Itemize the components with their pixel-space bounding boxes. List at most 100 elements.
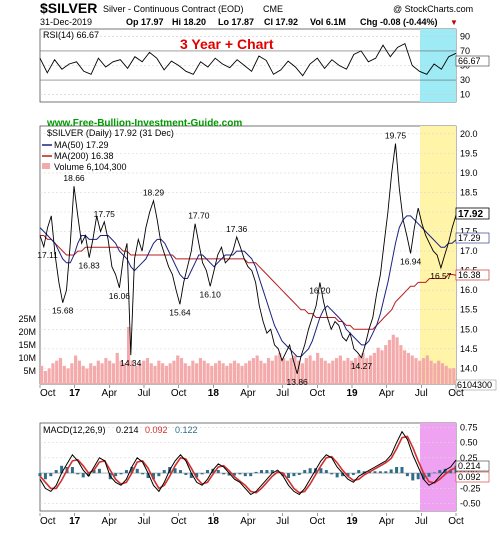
volume-bar xyxy=(157,360,161,384)
volume-bar xyxy=(293,355,297,384)
ma50-last-box xyxy=(455,232,490,244)
macd-last-box xyxy=(455,460,490,472)
volume-bar xyxy=(248,360,252,384)
volume-bar xyxy=(289,358,293,384)
macd-histogram-bar xyxy=(449,470,453,474)
volume-bar xyxy=(100,363,104,384)
macd-histogram-bar xyxy=(222,473,226,475)
macd-histogram-bar xyxy=(38,473,42,477)
volume-bar xyxy=(96,360,100,384)
volume-bar xyxy=(40,365,44,384)
x-tick-label: Jul xyxy=(276,516,289,527)
price-annotation: 15.68 xyxy=(52,306,74,316)
ma50-last-value: 17.29 xyxy=(458,233,481,243)
volume-tick-label: 15M xyxy=(18,340,36,350)
volume-legend-swatch xyxy=(42,163,50,169)
price-tick-label: 20.0 xyxy=(460,129,478,139)
macd-histogram-bar xyxy=(205,470,209,474)
volume-bar xyxy=(168,363,172,384)
macd-histogram-bar xyxy=(54,470,58,474)
macd-tick-label: -0.25 xyxy=(460,483,481,493)
volume-bar xyxy=(145,358,150,384)
macd-histogram-bar xyxy=(297,473,301,475)
macd-histogram-bar xyxy=(324,470,328,474)
volume-bar xyxy=(380,350,384,384)
macd-histogram-bar xyxy=(335,473,339,478)
macd-legend-value: 0.214 xyxy=(116,425,139,435)
macd-histogram-bar xyxy=(124,470,128,474)
volume-bar xyxy=(244,363,248,384)
macd-histogram-bar xyxy=(341,473,345,477)
ma200-legend: MA(200) 16.38 xyxy=(54,151,114,161)
price-annotation: 15.64 xyxy=(169,307,191,317)
macd-histogram-bar xyxy=(87,473,91,477)
volume-bar xyxy=(179,358,184,384)
price-highlight xyxy=(420,126,456,384)
macd-histogram-bar xyxy=(422,473,426,480)
volume-bar xyxy=(327,363,331,384)
macd-tick-label: 0.50 xyxy=(460,438,478,448)
macd-histogram-bar xyxy=(400,467,404,474)
price-annotation: 14.27 xyxy=(351,361,373,371)
volume-bar xyxy=(414,358,418,384)
macd-histogram-bar xyxy=(378,471,382,474)
price-annotations: 17.11 18.66 15.68 16.83 17.75 16.06 14.34 18.29… xyxy=(37,131,452,387)
macd-histogram-bar xyxy=(114,473,118,477)
macd-histogram-bar xyxy=(70,467,74,474)
macd-histogram-bar xyxy=(438,470,442,474)
x-tick-label: Oct xyxy=(310,388,326,399)
volume-bar xyxy=(391,334,395,384)
price-annotation: 17.75 xyxy=(94,209,116,219)
volume-bar xyxy=(384,345,388,384)
macd-panel xyxy=(39,422,457,512)
volume-bar xyxy=(300,363,305,384)
symbol-label: $SILVER xyxy=(40,0,97,16)
volume-bar xyxy=(285,360,289,384)
x-tick-label: 19 xyxy=(346,516,358,527)
macd-histogram-bar xyxy=(411,473,415,481)
macd-histogram-bar xyxy=(216,470,220,474)
price-tick-label: 17.0 xyxy=(460,246,478,256)
volume-tick-label: 5M xyxy=(23,366,36,376)
volume-bar xyxy=(361,352,365,384)
volume-bar xyxy=(126,326,131,384)
price-title: $SILVER (Daily) 17.92 (31 Dec) xyxy=(47,128,174,138)
volume-bar xyxy=(346,358,350,384)
macd-histogram-bar xyxy=(346,473,350,477)
change-down-icon: ▼ xyxy=(450,18,458,27)
price-annotation: 13.86 xyxy=(287,377,309,387)
volume-bar xyxy=(376,347,380,384)
volume-tick-label: 20M xyxy=(18,327,36,337)
volume-bar xyxy=(387,339,392,384)
volume-bar xyxy=(240,365,244,384)
price-last-value: 17.92 xyxy=(458,209,483,220)
volume-bar xyxy=(119,360,123,384)
copyright-label: @ StockCharts.com xyxy=(393,4,473,14)
volume-bar xyxy=(164,365,168,384)
volume-bar xyxy=(410,355,414,384)
price-annotation: 16.06 xyxy=(109,291,131,301)
volume-bar xyxy=(225,365,229,384)
volume-bar xyxy=(115,352,119,384)
macd-histogram-bar xyxy=(265,470,269,474)
macd-histogram-bar xyxy=(351,473,355,475)
volume-bar xyxy=(130,360,134,384)
macd-line xyxy=(39,430,457,496)
volume-bar xyxy=(270,360,274,384)
macd-histogram-bar xyxy=(178,470,182,474)
macd-histogram-bar xyxy=(60,465,64,474)
rsi-line xyxy=(39,42,457,77)
volume-bar xyxy=(81,365,85,384)
rsi-tick-label: 30 xyxy=(460,75,470,85)
macd-histogram-bar xyxy=(184,473,188,475)
price-annotation: 16.57 xyxy=(430,271,452,281)
macd-histogram-bar xyxy=(146,473,150,478)
volume-bar xyxy=(74,355,78,384)
ma50-legend: MA(50) 17.29 xyxy=(54,140,109,150)
macd-histogram-bar xyxy=(135,468,139,474)
volume-bar xyxy=(297,360,301,384)
macd-histogram-bar xyxy=(443,468,447,474)
macd-tick-label: 0.25 xyxy=(460,453,478,463)
close-label: Cl 17.92 xyxy=(264,17,298,27)
